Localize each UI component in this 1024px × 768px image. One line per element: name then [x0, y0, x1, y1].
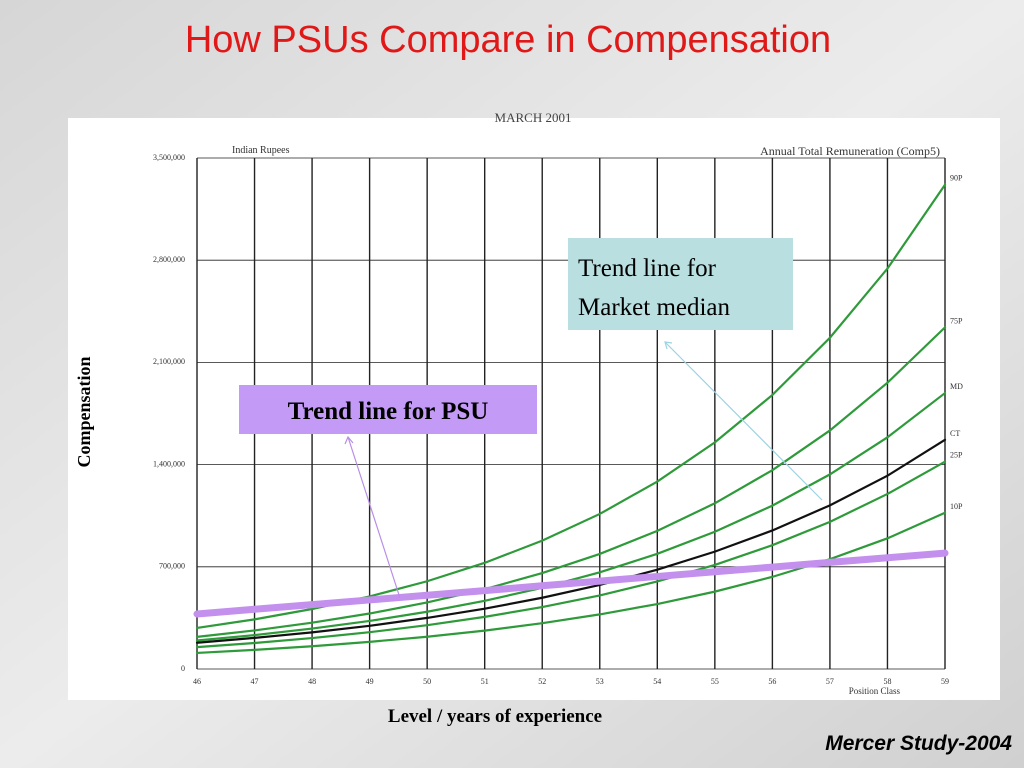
x-tick-label: 58: [883, 677, 891, 686]
chart-subtitle: Indian Rupees: [232, 145, 290, 156]
chart-header: MARCH 2001: [495, 110, 572, 125]
arrow-head: [664, 341, 673, 350]
x-tick-label: 51: [481, 677, 489, 686]
annotation: Trend line for Market median: [578, 255, 731, 321]
series-label: 75P: [950, 316, 963, 325]
annotation-box: [568, 238, 793, 330]
series-label: MD: [950, 382, 963, 391]
series-line: [195, 460, 947, 649]
x-tick-label: 56: [768, 677, 776, 686]
arrow: [664, 341, 823, 501]
arrow: [347, 436, 401, 599]
x-label: Position Class: [849, 686, 901, 696]
x-tick-label: 47: [251, 677, 259, 686]
series-line: [195, 326, 947, 638]
x-tick-label: 54: [653, 677, 661, 686]
series-line: [195, 438, 947, 644]
x-tick-label: 59: [941, 677, 949, 686]
y-tick-label: 0: [181, 664, 185, 673]
slide-title: How PSUs Compare in Compensation: [185, 19, 831, 61]
x-tick-label: 48: [308, 677, 316, 686]
footer: Mercer Study-2004: [825, 732, 1012, 755]
x-tick-label: 52: [538, 677, 546, 686]
x-tick-label: 49: [366, 677, 374, 686]
series-label: 90P: [950, 174, 963, 183]
y-tick-label: 2,100,000: [153, 357, 185, 366]
y-label: Compensation: [74, 356, 94, 467]
x-tick-label: 53: [596, 677, 604, 686]
series-label: CT: [950, 429, 960, 438]
x-axis-caption: Level / years of experience: [388, 706, 602, 727]
chart-title: Annual Total Remuneration (Comp5): [760, 144, 940, 158]
y-tick-label: 3,500,000: [153, 153, 185, 162]
y-tick-label: 2,800,000: [153, 255, 185, 264]
arrow-head: [344, 435, 354, 445]
x-tick-label: 46: [193, 677, 201, 686]
x-tick-label: 55: [711, 677, 719, 686]
x-tick-label: 57: [826, 677, 834, 686]
series-label: 10P: [950, 502, 963, 511]
plot: 0 700,000 1,400,000 2,100,000 2,800,000 3,500…: [153, 153, 963, 686]
y-tick-label: 1,400,000: [153, 459, 185, 468]
series-line: [193, 549, 949, 618]
y-tick-label: 700,000: [159, 562, 185, 571]
series-label: 25P: [950, 451, 963, 460]
x-tick-label: 50: [423, 677, 431, 686]
annotation: Trend line for PSU: [288, 398, 489, 425]
annotation-box: [239, 385, 537, 434]
